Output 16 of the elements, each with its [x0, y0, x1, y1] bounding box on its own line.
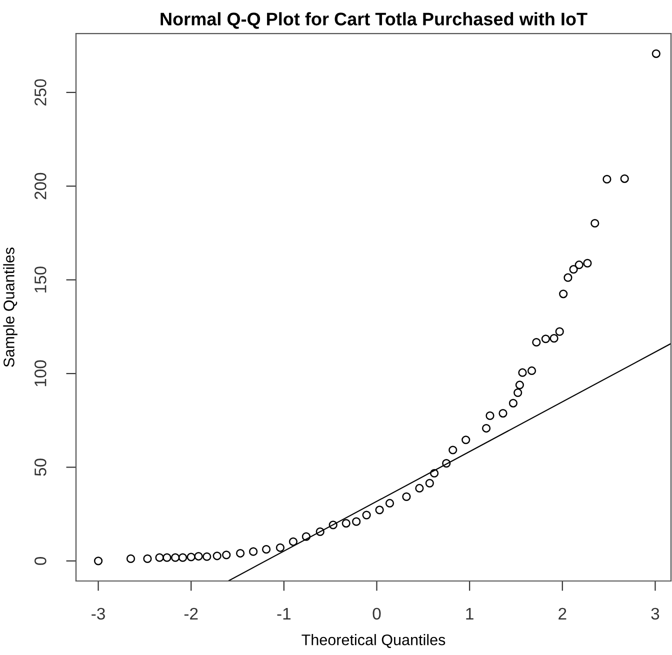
x-tick-label: 0: [372, 608, 381, 620]
x-tick-label: -1: [277, 608, 291, 620]
y-tick-label: 200: [34, 172, 46, 200]
x-tick-label: 2: [558, 608, 566, 620]
y-tick-label: 0: [34, 556, 46, 565]
x-tick-label: -2: [184, 608, 198, 620]
y-tick-label: 150: [34, 266, 46, 292]
chart-title: Normal Q-Q Plot for Cart Totla Purchased with IoT: [160, 12, 588, 29]
x-tick-label: 3: [651, 608, 660, 620]
x-tick-label: -3: [92, 608, 105, 620]
x-axis-title: Theoretical Quantiles: [302, 634, 446, 648]
y-tick-label: 50: [34, 458, 46, 476]
y-tick-label: 250: [34, 79, 46, 106]
x-tick-label: 1: [466, 608, 474, 620]
y-axis-title: Sample Quantiles: [3, 248, 18, 367]
y-tick-label: 100: [34, 360, 46, 386]
